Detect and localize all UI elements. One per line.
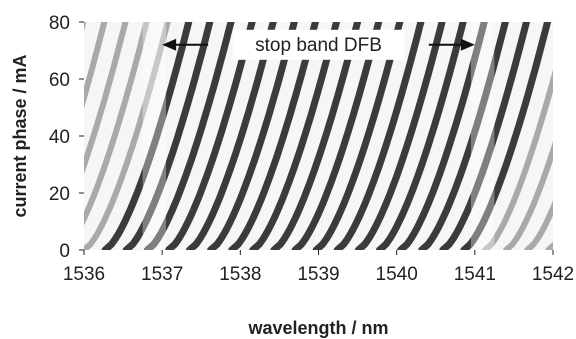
x-tick-label: 1542 [532,264,574,285]
stop-band-edge [142,22,167,250]
annotation-label: stop band DFB [255,35,382,56]
stop-band-edge [470,22,495,250]
x-tick-label: 1536 [63,264,105,285]
fringe-band [439,22,531,250]
x-tick-label: 1538 [219,264,261,285]
annotation-background [232,29,405,60]
fringe-band [101,22,193,250]
arrow-right-head [460,38,475,51]
x-tick-label: 1541 [454,264,496,285]
fringe-band [418,22,509,250]
arrow-left-head [162,38,177,51]
fringe-band [333,22,425,250]
x-tick-label: 1539 [297,264,339,285]
x-tick-label: 1540 [376,264,418,285]
fringe-band [397,22,488,250]
y-tick-label: 80 [49,13,70,34]
y-tick-label: 40 [49,127,70,148]
fringe-band [143,22,235,250]
fringe-band [354,22,446,250]
fringe-band [122,22,214,250]
fringe-band [84,22,171,250]
stop-band-annotation: stop band DFB [162,29,475,60]
fringe-band [84,22,129,175]
fringe-band [376,22,467,250]
y-axis-label: current phase / mA [10,54,30,217]
y-tick-label: 0 [59,241,70,262]
x-axis-label: wavelength / nm [247,318,388,338]
fringe-band [84,22,108,109]
fringe-band [482,69,553,250]
fringe-band [503,141,553,250]
y-tick-label: 60 [49,70,70,91]
fringe-band [84,22,150,226]
x-tick-label: 1537 [141,264,183,285]
axes: 1536 1537 1538 1539 1540 1541 1542 0 20 40 60 80 [49,13,574,285]
fringe-band [460,22,552,250]
y-tick-label: 20 [49,184,70,205]
fringe-band [569,16,576,250]
fringe-band [524,200,553,250]
